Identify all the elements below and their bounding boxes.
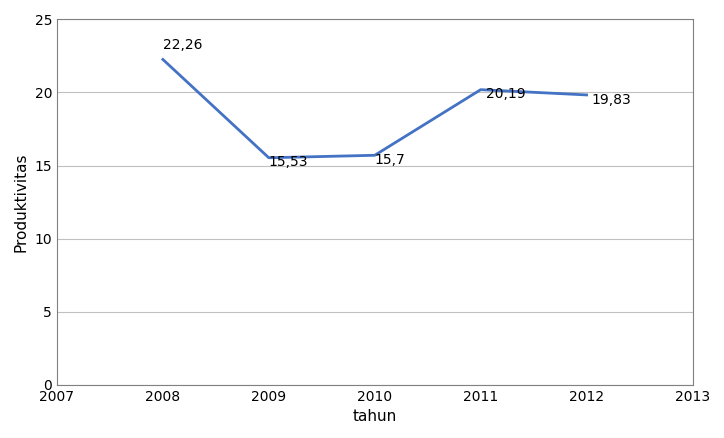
Text: 15,53: 15,53 xyxy=(269,155,308,170)
X-axis label: tahun: tahun xyxy=(353,409,397,424)
Y-axis label: Produktivitas: Produktivitas xyxy=(14,152,29,252)
Text: 22,26: 22,26 xyxy=(163,38,203,52)
Text: 19,83: 19,83 xyxy=(592,92,631,106)
Text: 20,19: 20,19 xyxy=(486,87,526,101)
Text: 15,7: 15,7 xyxy=(375,153,405,167)
